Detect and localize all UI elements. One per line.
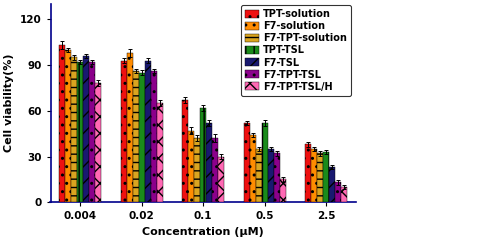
Bar [120,60,126,202]
Legend: TPT-solution, F7-solution, F7-TPT-solution, TPT-TSL, F7-TSL, F7-TPT-TSL, F7-TPT-: TPT-solution, F7-solution, F7-TPT-soluti… [241,5,351,96]
Bar [65,50,71,202]
Bar [318,154,324,202]
Bar [77,62,83,202]
Bar [330,167,336,202]
Bar [200,108,206,202]
Bar [144,60,150,202]
Bar [250,135,256,202]
Bar [341,187,347,202]
Bar [244,123,250,202]
Bar [312,149,318,202]
Bar [206,123,212,202]
Bar [89,62,95,202]
Bar [268,149,274,202]
Bar [274,154,280,202]
Bar [138,73,144,202]
Bar [83,56,89,202]
Bar [188,131,194,202]
Bar [336,182,341,202]
Bar [212,138,218,202]
Bar [262,123,268,202]
Bar [218,157,224,202]
Bar [132,71,138,202]
Bar [280,179,285,202]
Bar [324,152,330,202]
Bar [126,53,132,202]
Bar [95,83,101,202]
Bar [306,144,312,202]
X-axis label: Concentration (μM): Concentration (μM) [142,227,264,237]
Bar [156,103,162,202]
Bar [182,100,188,202]
Bar [194,138,200,202]
Bar [150,71,156,202]
Bar [71,58,77,202]
Bar [256,149,262,202]
Bar [59,45,65,202]
Y-axis label: Cell viability(%): Cell viability(%) [4,54,14,153]
